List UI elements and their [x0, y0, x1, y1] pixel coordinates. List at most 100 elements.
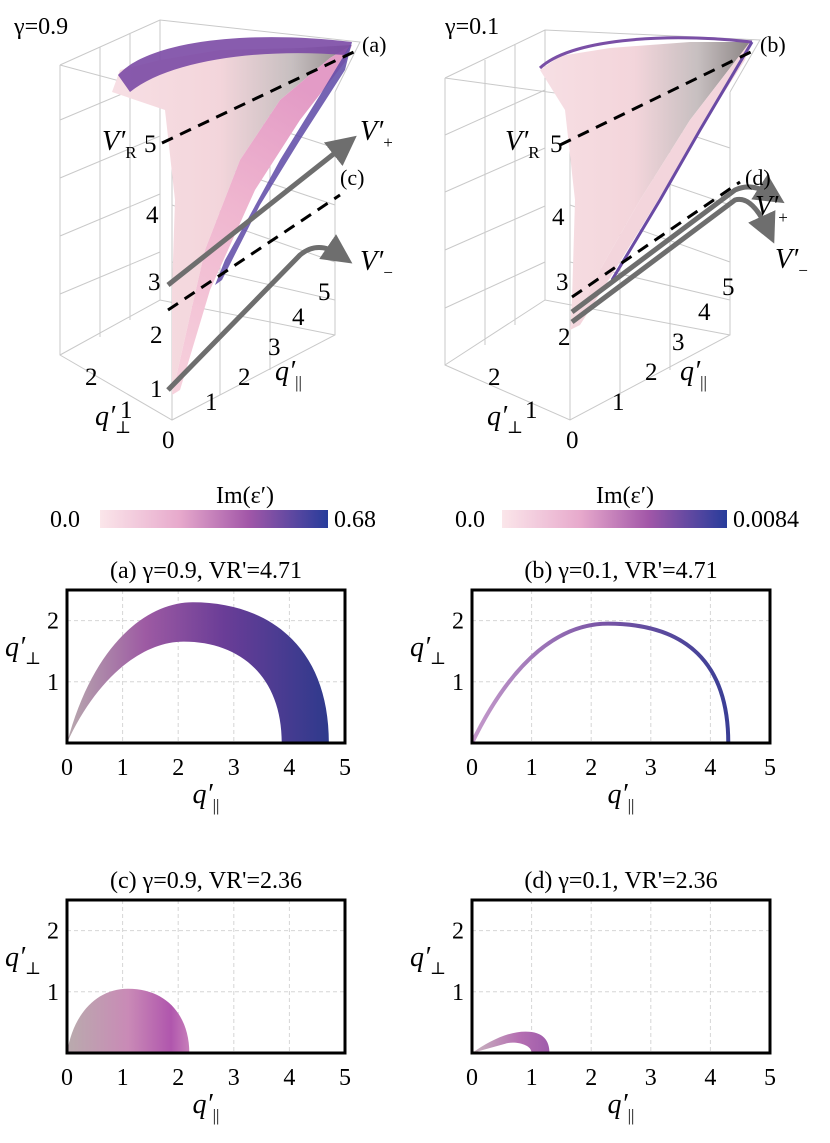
qpar-ticks-left: 1 2 3 4 5	[205, 279, 331, 416]
vr-label-left: V′R	[102, 126, 137, 162]
y-tick-label: 2	[47, 609, 59, 635]
vplus-arrow-left	[166, 135, 357, 287]
y-axis-label: q′⊥	[410, 632, 446, 668]
x-tick-label: 3	[228, 1065, 240, 1091]
colorbar-min-right: 0.0	[455, 507, 485, 533]
x-tick-label: 2	[585, 1065, 597, 1091]
x-tick-label: 3	[645, 1065, 657, 1091]
colorbar-max-left: 0.68	[334, 507, 376, 533]
plot-title: (d) γ=0.1, VR'=2.36	[524, 868, 717, 894]
x-axis-label: q′||	[193, 779, 220, 815]
y-tick-label: 1	[47, 980, 59, 1006]
x-axis-label: q′||	[608, 779, 635, 815]
svg-text:1: 1	[150, 376, 163, 403]
x-tick-label: 4	[283, 1065, 295, 1091]
z-ticks-right: 2 3 4 5	[550, 131, 571, 351]
surface-right	[538, 36, 754, 330]
region-a	[67, 602, 329, 743]
qperp-ticks-right: 0 1 2	[488, 364, 579, 454]
panel-3d-left: γ=0.9 (a) (c) V′R V′+	[13, 14, 393, 454]
svg-text:4: 4	[292, 304, 305, 331]
svg-text:1: 1	[120, 397, 133, 424]
vminus-dashed-line-left	[167, 193, 341, 312]
tag-b-right: (b)	[760, 32, 786, 57]
plot-frame	[470, 898, 772, 1055]
svg-text:3: 3	[672, 329, 685, 356]
x-tick-label: 5	[764, 1065, 776, 1091]
z-ticks-left: 1 2 3 4 5	[144, 131, 163, 403]
tag-c-left: (c)	[340, 165, 364, 190]
tag-a-left: (a)	[362, 32, 386, 57]
vminus-label-right: V′−	[775, 244, 808, 280]
x-tick-label: 3	[645, 755, 657, 781]
svg-text:2: 2	[645, 359, 658, 386]
y-tick-label: 1	[452, 980, 464, 1006]
colorbar-left: Im(ε′) 0.0 0.68	[50, 483, 376, 533]
colorbar-max-right: 0.0084	[733, 507, 799, 533]
svg-text:3: 3	[148, 269, 161, 296]
x-tick-label: 1	[117, 755, 129, 781]
qperp-label-right: q′⊥	[487, 401, 523, 437]
x-tick-label: 4	[704, 755, 716, 781]
svg-text:3: 3	[556, 269, 569, 296]
colorbar-title-left: Im(ε′)	[216, 483, 274, 509]
plot-frame	[470, 588, 772, 745]
y-tick-label: 2	[452, 609, 464, 635]
plot-title: (b) γ=0.1, VR'=4.71	[524, 558, 717, 584]
gamma-label-left: γ=0.9	[13, 14, 68, 40]
x-tick-label: 4	[283, 755, 295, 781]
plot-a: (a) γ=0.9, VR'=4.71 0 1 2 3 4 5 1 2 q′|| q′⊥	[5, 558, 351, 815]
svg-text:2: 2	[488, 364, 501, 391]
svg-text:5: 5	[722, 274, 735, 301]
svg-text:2: 2	[150, 322, 163, 349]
plot-frame	[65, 588, 347, 745]
x-tick-label: 3	[228, 755, 240, 781]
colorbar-gradient-right	[502, 510, 727, 528]
svg-text:3: 3	[268, 334, 281, 361]
plot-title: (c) γ=0.9, VR'=2.36	[110, 868, 302, 894]
svg-text:0: 0	[566, 427, 579, 454]
svg-text:0: 0	[162, 427, 175, 454]
y-axis-label: q′⊥	[5, 632, 41, 668]
plot-frame	[65, 898, 347, 1055]
vr-dashed-line-right	[559, 48, 756, 147]
vplus-label-left: V′+	[360, 116, 393, 152]
x-tick-label: 5	[764, 755, 776, 781]
colorbar-right: Im(ε′) 0.0 0.0084	[455, 483, 799, 533]
panel-3d-right: γ=0.1 (b) (d) V′R V′+ V′− 2 3	[444, 14, 808, 454]
x-tick-label: 0	[61, 1065, 73, 1091]
svg-text:4: 4	[552, 204, 565, 231]
svg-text:1: 1	[205, 389, 218, 416]
colorbar-min-left: 0.0	[50, 507, 80, 533]
svg-text:2: 2	[85, 364, 98, 391]
qperp-label-left: q′⊥	[95, 401, 131, 437]
x-tick-label: 4	[704, 1065, 716, 1091]
region-b	[470, 621, 731, 744]
qpar-label-left: q′||	[275, 356, 302, 392]
svg-text:4: 4	[698, 299, 711, 326]
region-d	[472, 1031, 550, 1053]
tag-d-right: (d)	[745, 165, 771, 190]
y-tick-label: 2	[47, 919, 59, 945]
x-tick-label: 0	[466, 1065, 478, 1091]
x-tick-label: 5	[339, 755, 351, 781]
x-tick-label: 2	[172, 755, 184, 781]
plot-c: (c) γ=0.9, VR'=2.36 0 1 2 3 4 5 1 2 q′|| q′⊥	[5, 868, 351, 1125]
svg-text:1: 1	[525, 397, 538, 424]
qperp-ticks-left: 0 1 2	[85, 364, 175, 454]
colorbar-title-right: Im(ε′)	[596, 483, 654, 509]
plot-b: (b) γ=0.1, VR'=4.71 0 1 2 3 4 5 1 2 q′|| q′⊥	[410, 558, 776, 815]
qpar-label-right: q′||	[680, 356, 707, 392]
x-tick-label: 1	[526, 1065, 538, 1091]
y-tick-label: 1	[47, 670, 59, 696]
vr-dashed-line-left	[161, 48, 359, 145]
svg-text:1: 1	[612, 389, 625, 416]
svg-text:5: 5	[318, 279, 331, 306]
gamma-label-right: γ=0.1	[444, 14, 499, 40]
x-tick-label: 1	[526, 755, 538, 781]
svg-text:4: 4	[146, 202, 159, 229]
vminus-label-left: V′−	[360, 246, 393, 282]
x-tick-label: 0	[466, 755, 478, 781]
